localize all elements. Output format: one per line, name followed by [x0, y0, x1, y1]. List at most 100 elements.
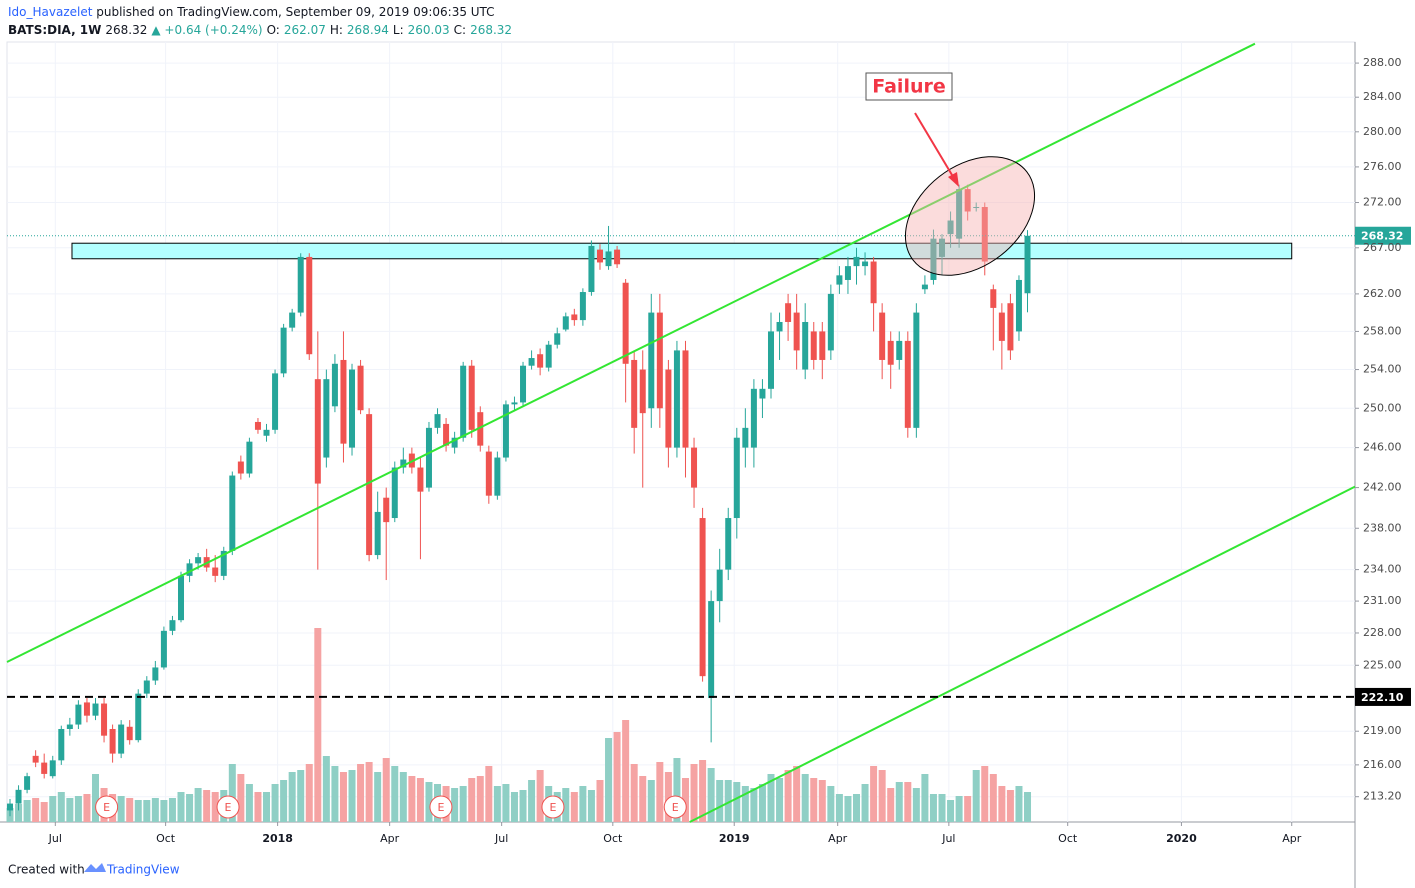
- volume-bar: [998, 786, 1006, 822]
- zone: [71, 242, 1293, 260]
- y-tick-label: 250.00: [1363, 401, 1402, 414]
- candle-body: [24, 776, 31, 790]
- candle-body: [964, 189, 971, 212]
- legend-segment: C:: [454, 23, 466, 37]
- volume-bar: [314, 628, 322, 822]
- volume-bar: [408, 776, 416, 822]
- volume-bar: [793, 766, 801, 822]
- volume-bar: [476, 776, 484, 822]
- candle-body: [15, 789, 22, 804]
- y-tick-label: 238.00: [1363, 521, 1402, 534]
- volume-bar: [647, 780, 655, 822]
- volume-bar: [399, 772, 407, 822]
- volume-bar: [622, 720, 630, 822]
- volume-bar: [870, 766, 878, 822]
- volume-bar: [357, 764, 365, 822]
- legend-segment: 260.03: [408, 23, 450, 37]
- candle-body: [742, 427, 749, 448]
- candle-body: [810, 331, 817, 360]
- x-tick-label: Apr: [380, 832, 400, 845]
- volume-bar: [502, 784, 510, 822]
- volume-bar: [134, 800, 142, 822]
- x-tick-label: Oct: [603, 832, 623, 845]
- volume-bar: [168, 798, 176, 822]
- volume-bar: [733, 782, 741, 822]
- volume-bar: [681, 778, 689, 822]
- volume-bar: [690, 764, 698, 822]
- candle-body: [126, 726, 133, 741]
- candle-body: [887, 340, 894, 365]
- volume-bar: [211, 792, 219, 822]
- volume-bar: [1015, 786, 1023, 822]
- candle-body: [229, 475, 236, 551]
- x-tick-label: Apr: [1282, 832, 1302, 845]
- candle-body: [648, 312, 655, 409]
- volume-bar: [810, 778, 818, 822]
- volume-bar: [861, 784, 869, 822]
- volume-bar: [348, 770, 356, 822]
- volume-bar: [305, 764, 313, 822]
- y-tick-label: 225.00: [1363, 658, 1402, 671]
- volume-bar: [912, 788, 920, 822]
- volume-bar: [664, 772, 672, 822]
- candle-body: [605, 251, 612, 267]
- volume-bar: [724, 780, 732, 822]
- candle-body: [297, 256, 304, 313]
- volume-bar: [1024, 792, 1032, 822]
- volume-bar: [1006, 790, 1014, 822]
- candle-body: [844, 266, 851, 280]
- x-tick-label: 2018: [262, 832, 293, 845]
- volume-bar: [416, 778, 424, 822]
- candle-body: [92, 703, 99, 716]
- y-tick-label: 216.00: [1363, 758, 1402, 771]
- candle-body: [545, 344, 552, 368]
- trend-line: [689, 485, 1356, 823]
- arrow-head: [948, 172, 959, 187]
- volume-bar: [827, 786, 835, 822]
- volume-bar: [23, 800, 31, 822]
- candle-body: [425, 427, 432, 488]
- candle-body: [921, 284, 928, 290]
- earnings-marker: [541, 795, 565, 819]
- candle-body: [254, 421, 261, 430]
- candle-body: [562, 316, 569, 330]
- volume-bar: [947, 800, 955, 822]
- candle-body: [631, 359, 638, 428]
- volume-bar: [365, 762, 373, 822]
- candle-body: [160, 630, 167, 668]
- volume-bar: [40, 802, 48, 822]
- candle-body: [383, 497, 390, 523]
- brand: TradingView: [106, 863, 180, 877]
- volume-bar: [391, 766, 399, 822]
- volume-bar: [126, 798, 134, 822]
- volume-bar: [835, 794, 843, 822]
- volume-bar: [83, 794, 91, 822]
- volume-bar: [528, 780, 536, 822]
- candle-body: [639, 369, 646, 414]
- volume-bar: [853, 794, 861, 822]
- published: published on TradingView.com, September …: [92, 5, 494, 19]
- volume-bar: [382, 758, 390, 822]
- volume-bar: [57, 792, 65, 822]
- volume-bar: [117, 796, 125, 822]
- candle-body: [434, 414, 441, 428]
- candle-body: [956, 189, 963, 239]
- volume-bar: [254, 792, 262, 822]
- volume-bar: [160, 800, 168, 822]
- volume-bar: [801, 774, 809, 822]
- candle-body: [109, 728, 116, 754]
- candle-body: [528, 358, 535, 366]
- candle-body: [767, 331, 774, 389]
- candle-body: [83, 702, 90, 716]
- volume-bar: [844, 796, 852, 822]
- legend-segment: 268.32: [470, 23, 512, 37]
- price-label: 268.32: [1361, 230, 1403, 243]
- candle-body: [443, 423, 450, 446]
- candle-body: [143, 680, 150, 694]
- legend-segment: BATS:DIA, 1W: [8, 23, 101, 37]
- candle-body: [930, 238, 937, 280]
- earnings-label: E: [103, 801, 110, 814]
- annotation: Failure: [872, 76, 946, 98]
- candle-body: [691, 447, 698, 488]
